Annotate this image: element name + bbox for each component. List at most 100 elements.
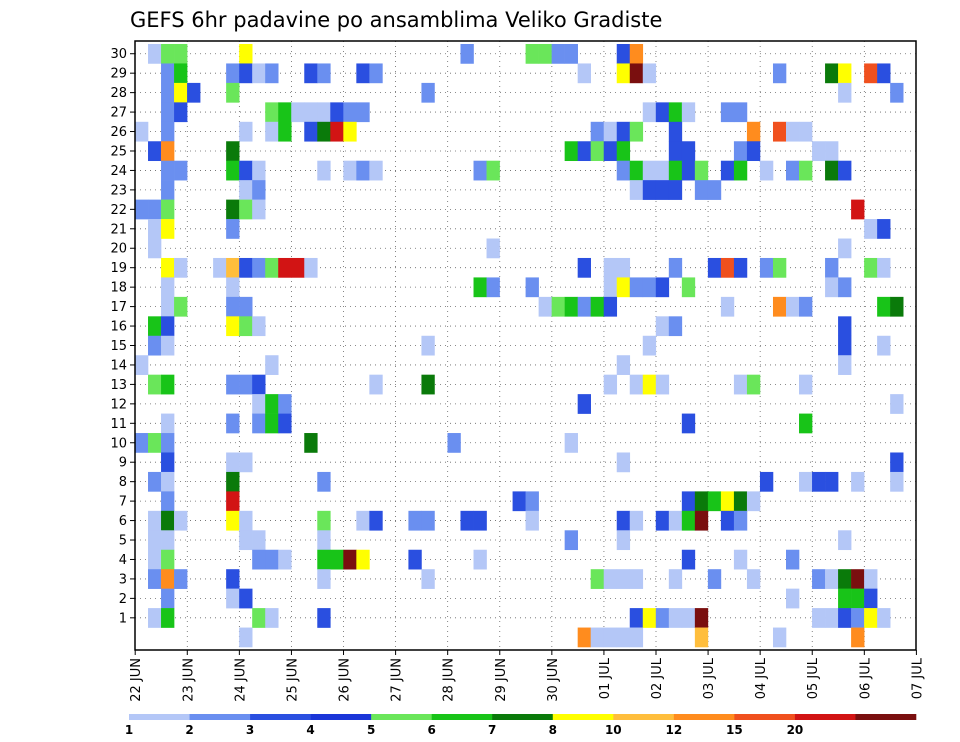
precip-cell [681,491,696,512]
precip-cell [577,257,591,278]
precip-cell [681,141,696,162]
precip-cell [877,335,891,356]
precipitation-cells [135,44,904,648]
x-tick-label: 30 JUN [546,658,561,702]
precip-cell [252,180,266,200]
precip-cell [473,277,487,298]
precip-cell [851,588,865,609]
precip-cell [799,296,813,317]
precip-cell [135,121,149,142]
precip-cell [226,277,240,298]
precip-cell [759,471,774,492]
precip-cell [720,510,735,531]
precip-cell [746,374,761,395]
precip-cell [825,471,839,492]
colorbar-swatch [613,714,675,720]
x-tick-label: 06 JUL [858,657,873,699]
precip-cell [655,160,670,181]
precip-cell [890,82,904,103]
precip-cell [174,160,188,181]
precip-cell [707,569,722,589]
precip-cell [838,335,852,356]
y-tick-label: 9 [119,456,127,471]
colorbar-swatch [673,714,735,720]
precip-cell [161,452,175,473]
precip-cell [590,121,605,142]
precip-cell [603,374,618,395]
y-tick-label: 10 [110,436,127,451]
colorbar-label: 10 [605,723,622,737]
precip-cell [447,433,461,453]
x-tick-label: 04 JUL [754,657,769,699]
precip-cell [252,608,266,628]
precip-cell [369,374,383,395]
precip-cell [187,82,201,103]
precip-cell [239,63,253,84]
precip-cell [317,121,331,142]
precip-cell [252,199,266,220]
y-tick-label: 7 [119,495,127,510]
precip-cell [746,141,761,162]
precip-cell [148,608,162,628]
y-tick-label: 13 [110,378,127,393]
precip-cell [655,374,670,395]
precip-cell [772,121,787,142]
precip-cell [161,374,175,395]
precip-cell [864,219,878,239]
precip-cell [135,199,149,220]
precip-cell [694,160,709,181]
precip-cell [642,374,657,395]
precip-cell [239,316,253,337]
precip-cell [746,569,761,589]
precip-cell [148,549,162,570]
precip-cell [135,355,149,375]
precip-cell [851,627,865,648]
precip-cell [369,510,383,531]
precip-cell [629,160,644,181]
precip-cell [890,471,904,492]
precip-cell [265,121,279,142]
precip-cell [226,452,240,473]
precip-cell [252,394,266,414]
precip-cell [681,549,696,570]
precip-cell [148,530,162,551]
precip-cell [161,471,175,492]
precip-cell [629,510,644,531]
precip-cell [668,316,683,337]
precip-cell [161,63,175,84]
y-tick-label: 20 [110,242,127,257]
precip-cell [681,277,696,298]
precip-cell [213,257,227,278]
precip-cell [590,627,605,648]
precip-cell [616,63,631,84]
precip-cell [668,141,683,162]
precip-cell [733,257,748,278]
y-tick-label: 25 [110,144,127,159]
precip-cell [161,277,175,298]
precip-cell [239,530,253,551]
precip-cell [174,44,188,64]
precip-cell [825,160,839,181]
precip-cell [812,569,826,589]
precip-cell [616,355,631,375]
precip-cell [252,257,266,278]
precip-cell [148,374,162,395]
precip-cell [851,569,865,589]
precip-cell [421,82,435,103]
precip-cell [317,102,331,123]
y-tick-label: 27 [110,106,127,121]
y-tick-label: 28 [110,86,127,101]
precip-cell [629,63,644,84]
precip-cell [148,433,162,453]
precip-cell [668,102,683,123]
precip-cell [890,296,904,317]
precip-cell [655,102,670,123]
y-tick-label: 18 [110,281,127,296]
precip-cell [161,257,175,278]
precip-cell [317,569,331,589]
precip-cell [655,277,670,298]
precip-cell [616,277,631,298]
precip-cell [421,335,435,356]
precip-cell [629,608,644,628]
precip-cell [694,491,709,512]
